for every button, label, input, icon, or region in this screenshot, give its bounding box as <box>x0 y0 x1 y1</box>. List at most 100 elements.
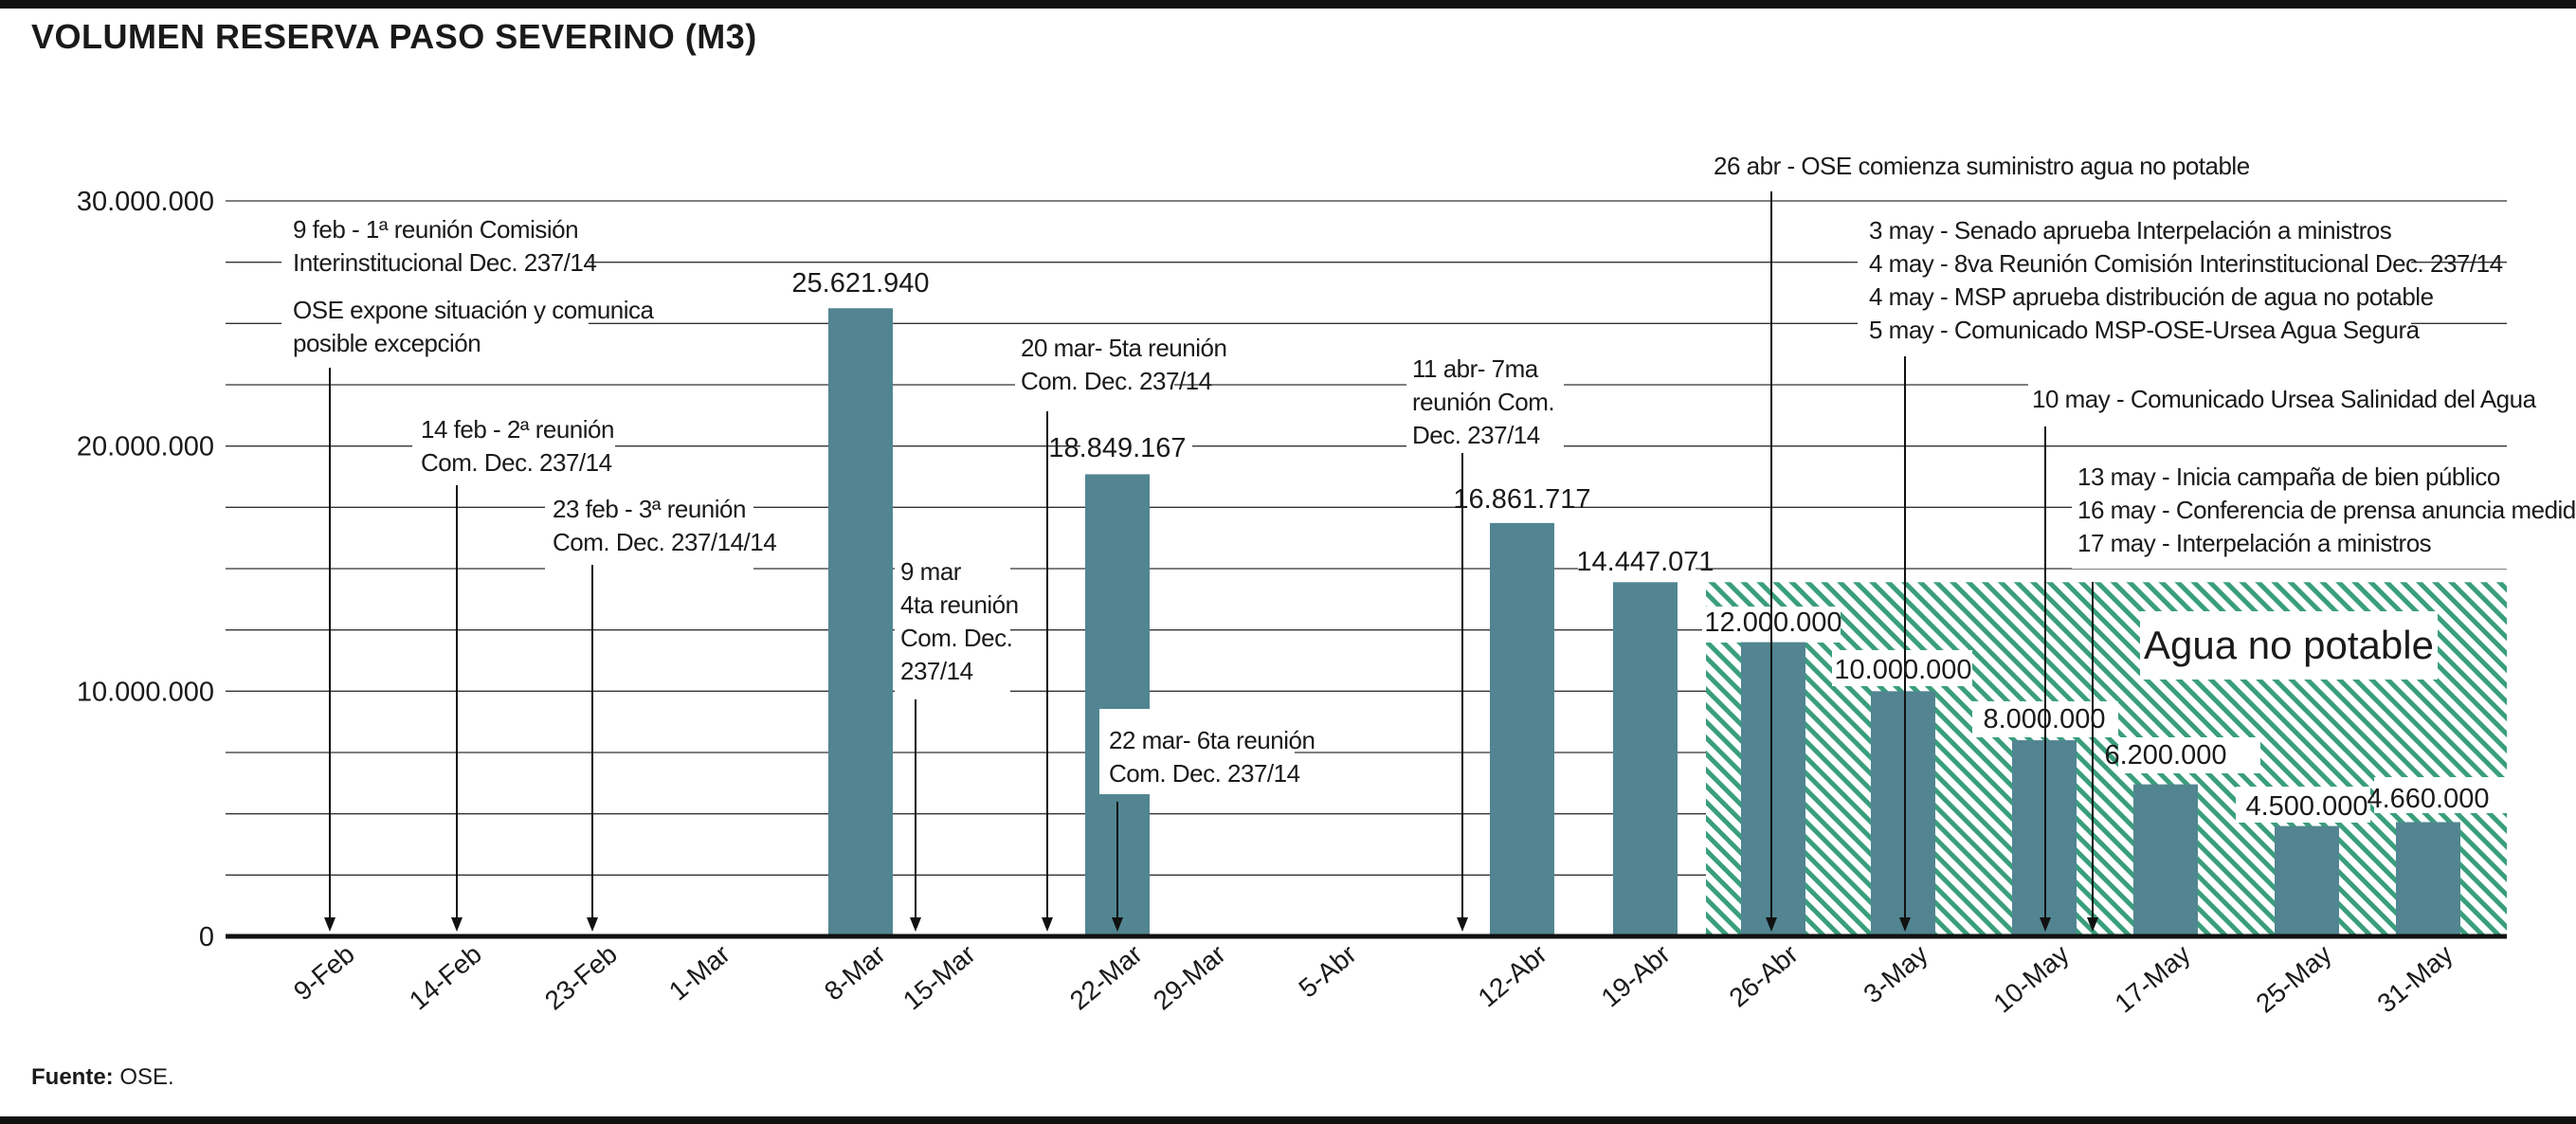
value-label-25-May: 4.500.000 <box>2245 791 2367 822</box>
annotation-text: Com. Dec. 237/14 <box>1109 759 1300 788</box>
x-tick-label: 26-Abr <box>1724 939 1804 1013</box>
annotation-arrow-head <box>451 917 463 932</box>
annotation-text: 14 feb - 2ª reunión <box>421 415 614 444</box>
label-backdrop <box>2236 787 2370 823</box>
annotation-text: Com. Dec. <box>900 624 1012 652</box>
label-backdrop <box>1578 544 1696 580</box>
annotation-text: 17 may - Interpelación a ministros <box>2077 529 2432 557</box>
label-backdrop <box>1406 349 1564 453</box>
source-note: Fuente: OSE. <box>31 1064 174 1091</box>
label-backdrop <box>1080 429 1192 465</box>
annotation-text: 16 may - Conferencia de prensa anuncia m… <box>2077 496 2576 524</box>
no-potable-zone <box>281 144 2567 936</box>
x-tick-label: 15-Mar <box>898 939 981 1016</box>
annotation-arrow-head <box>1899 917 1911 932</box>
y-tick-label: 20.000.000 <box>77 432 214 462</box>
x-tick-label: 22-Mar <box>1064 939 1148 1016</box>
annotation-text: Dec. 237/14 <box>1412 421 1540 449</box>
label-backdrop <box>2072 455 2519 569</box>
bar-3-May <box>1871 691 1935 936</box>
value-label-22-Mar: 18.849.167 <box>1048 433 1186 463</box>
bar-26-Abr <box>1741 642 1805 936</box>
annotation-text: Interinstitucional Dec. 237/14 <box>293 248 596 277</box>
label-backdrop <box>1858 207 2411 368</box>
annotation-text: 9 feb - 1ª reunión Comisión <box>293 215 578 244</box>
x-tick-label: 3-May <box>1858 939 1933 1009</box>
value-label-12-Abr: 16.861.717 <box>1453 484 1590 515</box>
y-tick-label: 30.000.000 <box>77 187 214 217</box>
value-label-10-May: 8.000.000 <box>1983 704 2105 734</box>
source-label: Fuente: <box>31 1064 114 1090</box>
x-tick-label: 12-Abr <box>1473 939 1552 1013</box>
annotation-text: 5 may - Comunicado MSP-OSE-Ursea Agua Se… <box>1869 316 2421 344</box>
zone-label-backdrop <box>2140 611 2438 680</box>
annotation-text: 10 may - Comunicado Ursea Salinidad del … <box>2032 385 2537 413</box>
source-value: OSE. <box>119 1064 174 1090</box>
bottom-rule <box>0 1116 2576 1124</box>
label-backdrop <box>1457 480 1567 516</box>
value-label-17-May: 6.200.000 <box>2104 740 2226 770</box>
x-tick-label: 10-May <box>1987 939 2074 1019</box>
x-tick-label: 19-Abr <box>1596 939 1676 1013</box>
annotation-text: 23 feb - 3ª reunión <box>553 495 746 523</box>
label-backdrop <box>2028 377 2567 423</box>
value-label-26-Abr: 12.000.000 <box>1704 607 1841 638</box>
chart-title: VOLUMEN RESERVA PASO SEVERINO (M3) <box>31 17 757 56</box>
label-backdrop <box>895 566 1010 695</box>
annotation-text: 4ta reunión <box>900 590 1019 619</box>
value-label-31-May: 4.660.000 <box>2367 784 2489 814</box>
annotation-arrow-head <box>910 917 921 932</box>
annotation-text: Com. Dec. 237/14 <box>421 448 612 477</box>
annotation-text: 22 mar- 6ta reunión <box>1109 726 1315 754</box>
annotation-text: 26 abr - OSE comienza suministro agua no… <box>1714 152 2250 180</box>
x-tick-label: 14-Feb <box>404 939 487 1016</box>
bar-31-May <box>2396 822 2460 936</box>
label-backdrop <box>794 263 931 299</box>
annotation-callout-box <box>1099 709 1170 794</box>
label-backdrop <box>1832 650 1972 686</box>
bars <box>828 308 2460 936</box>
label-backdrop <box>1015 326 1174 398</box>
label-backdrop <box>1706 144 2174 190</box>
x-tick-label: 5-Abr <box>1293 939 1361 1004</box>
value-label-19-Abr: 14.447.071 <box>1576 547 1714 577</box>
top-rule <box>0 0 2576 9</box>
value-label-8-Mar: 25.621.940 <box>791 268 929 299</box>
zone-label: Agua no potable <box>2144 623 2434 667</box>
annotation-arrow-head <box>324 917 336 932</box>
bar-25-May <box>2275 825 2339 936</box>
bar-8-Mar <box>828 308 893 936</box>
label-backdrop <box>545 498 753 570</box>
bar-12-Abr <box>1490 522 1554 936</box>
annotation-text: OSE expone situación y comunica <box>293 296 655 324</box>
label-backdrop <box>281 213 589 365</box>
annotation-text: Com. Dec. 237/14 <box>1021 367 1212 395</box>
x-tick-label: 25-May <box>2250 939 2336 1019</box>
label-backdrop <box>2374 777 2507 813</box>
annotation-arrow-head <box>1766 917 1777 932</box>
x-tick-label: 31-May <box>2371 939 2458 1019</box>
annotation-text: 4 may - MSP aprueba distribución de agua… <box>1869 282 2434 311</box>
x-tick-label: 1-Mar <box>663 939 735 1006</box>
bar-19-Abr <box>1613 582 1678 936</box>
value-label-3-May: 10.000.000 <box>1834 655 1971 685</box>
annotation-text: posible excepción <box>293 329 481 357</box>
bar-17-May <box>2133 784 2198 936</box>
annotation-arrow-head <box>1042 917 1053 932</box>
x-tick-label: 17-May <box>2109 939 2195 1019</box>
annotation-text: 3 may - Senado aprueba Interpelación a m… <box>1869 216 2392 245</box>
y-tick-label: 10.000.000 <box>77 677 214 707</box>
annotation-arrow-head <box>587 917 598 932</box>
annotation-text: 11 abr- 7ma <box>1412 354 1539 383</box>
annotation-text: 20 mar- 5ta reunión <box>1021 334 1226 362</box>
annotation-arrows <box>324 191 2098 932</box>
annotation-arrow-head <box>1457 917 1468 932</box>
annotation-arrow-head <box>1112 917 1123 932</box>
annotation-arrow-head <box>2040 917 2051 932</box>
annotation-text: 13 may - Inicia campaña de bien público <box>2077 462 2500 491</box>
annotation-arrow-head <box>2087 917 2098 932</box>
label-backdrop <box>2118 737 2260 773</box>
y-tick-label: 0 <box>199 922 214 952</box>
x-tick-label: 29-Mar <box>1148 939 1231 1016</box>
